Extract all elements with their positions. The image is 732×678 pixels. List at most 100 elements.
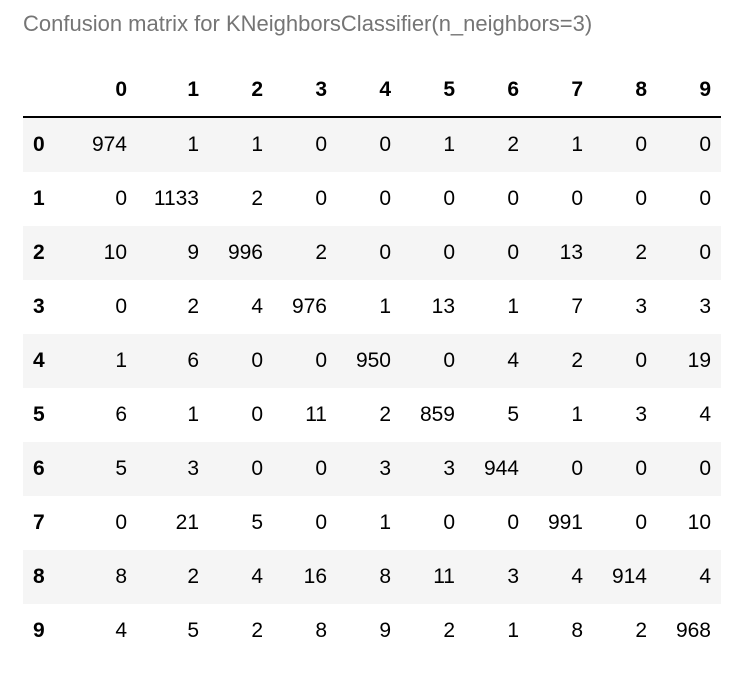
matrix-cell: 4 [251,295,263,318]
matrix-cell: 3 [379,457,391,480]
row-header: 1 [33,187,45,210]
matrix-cell: 974 [91,133,127,156]
matrix-cell: 0 [251,457,263,480]
matrix-cell: 976 [291,295,327,318]
matrix-cell: 0 [571,457,583,480]
matrix-cell: 0 [251,403,263,426]
matrix-cell: 2 [635,619,647,642]
matrix-cell: 19 [687,349,711,372]
matrix-cell: 0 [635,349,647,372]
matrix-cell: 0 [635,511,647,534]
matrix-cell: 0 [507,187,519,210]
column-header: 3 [273,64,337,118]
row-header: 2 [33,241,45,264]
table-row: 3 0 2 4 976 1 13 1 7 3 3 [23,280,721,334]
column-header: 6 [465,64,529,118]
matrix-cell: 1 [187,403,199,426]
matrix-cell: 5 [115,457,127,480]
matrix-cell: 8 [115,565,127,588]
matrix-cell: 0 [115,295,127,318]
matrix-cell: 9 [379,619,391,642]
matrix-cell: 2 [443,619,455,642]
matrix-cell: 3 [699,295,711,318]
table-row: 1 0 1133 2 0 0 0 0 0 0 0 [23,172,721,226]
matrix-cell: 4 [115,619,127,642]
matrix-cell: 996 [227,241,263,264]
matrix-cell: 0 [443,241,455,264]
matrix-cell: 1 [571,133,583,156]
matrix-cell: 0 [315,511,327,534]
column-header: 7 [529,64,593,118]
matrix-cell: 4 [699,403,711,426]
matrix-cell: 7 [571,295,583,318]
table-row: 2 10 9 996 2 0 0 0 13 2 0 [23,226,721,280]
matrix-cell: 950 [355,349,391,372]
matrix-cell: 0 [251,349,263,372]
matrix-cell: 11 [305,403,327,426]
matrix-cell: 3 [635,295,647,318]
row-header: 7 [33,511,45,534]
matrix-cell: 0 [443,511,455,534]
matrix-cell: 0 [379,187,391,210]
matrix-cell: 1 [571,403,583,426]
matrix-cell: 16 [303,565,327,588]
matrix-cell: 0 [379,133,391,156]
row-header: 9 [33,619,45,642]
matrix-cell: 8 [379,565,391,588]
matrix-cell: 4 [571,565,583,588]
matrix-cell: 6 [187,349,199,372]
matrix-cell: 2 [315,241,327,264]
matrix-cell: 3 [443,457,455,480]
matrix-cell: 5 [251,511,263,534]
matrix-cell: 0 [115,187,127,210]
matrix-cell: 0 [315,457,327,480]
matrix-cell: 0 [115,511,127,534]
matrix-cell: 0 [443,187,455,210]
matrix-cell: 1 [251,133,263,156]
matrix-cell: 914 [611,565,647,588]
matrix-cell: 1 [443,133,455,156]
matrix-cell: 1 [115,349,127,372]
column-header: 2 [209,64,273,118]
matrix-cell: 9 [187,241,199,264]
matrix-cell: 0 [507,241,519,264]
row-header: 0 [33,133,45,156]
matrix-body: 0 974 1 1 0 0 1 2 1 0 0 1 0 1133 2 0 0 0 0 0 0 0 2 10 9 996 2 0 0 0 13… [23,117,721,658]
matrix-cell: 0 [315,187,327,210]
table-row: 8 8 2 4 16 8 11 3 4 914 4 [23,550,721,604]
table-row: 7 0 21 5 0 1 0 0 991 0 10 [23,496,721,550]
matrix-cell: 0 [315,133,327,156]
column-header: 5 [401,64,465,118]
matrix-cell: 5 [507,403,519,426]
table-row: 0 974 1 1 0 0 1 2 1 0 0 [23,117,721,172]
row-header: 5 [33,403,45,426]
matrix-cell: 2 [379,403,391,426]
matrix-cell: 8 [571,619,583,642]
corner-cell [23,64,55,118]
matrix-cell: 0 [443,349,455,372]
matrix-cell: 2 [251,187,263,210]
matrix-cell: 1 [507,619,519,642]
matrix-cell: 1133 [153,187,199,210]
matrix-cell: 1 [379,511,391,534]
matrix-cell: 4 [699,565,711,588]
matrix-cell: 4 [251,565,263,588]
row-header: 3 [33,295,45,318]
matrix-cell: 2 [571,349,583,372]
matrix-cell: 0 [699,133,711,156]
matrix-cell: 2 [187,565,199,588]
table-caption: Confusion matrix for KNeighborsClassifie… [23,11,593,36]
matrix-cell: 991 [547,511,583,534]
matrix-cell: 0 [507,511,519,534]
column-header: 8 [593,64,657,118]
matrix-cell: 10 [103,241,127,264]
table-row: 5 6 1 0 11 2 859 5 1 3 4 [23,388,721,442]
matrix-cell: 2 [507,133,519,156]
matrix-cell: 13 [559,241,583,264]
matrix-cell: 0 [635,457,647,480]
matrix-cell: 0 [635,187,647,210]
column-header: 4 [337,64,401,118]
matrix-cell: 13 [431,295,455,318]
